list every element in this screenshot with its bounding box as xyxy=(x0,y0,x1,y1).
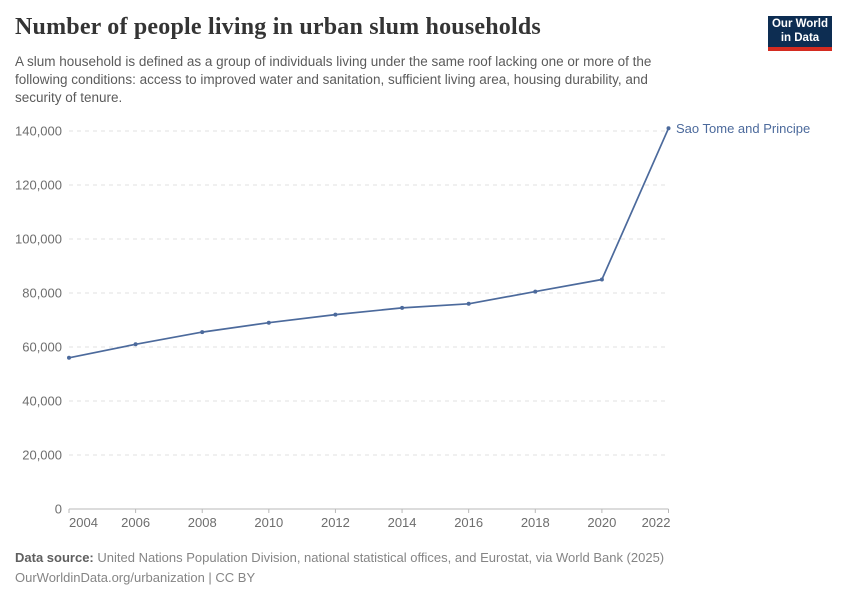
svg-text:2012: 2012 xyxy=(321,515,350,530)
svg-text:2020: 2020 xyxy=(587,515,616,530)
data-source-label: Data source: xyxy=(15,550,94,565)
svg-text:2022: 2022 xyxy=(642,515,671,530)
svg-text:2018: 2018 xyxy=(521,515,550,530)
svg-text:2004: 2004 xyxy=(69,515,98,530)
x-axis: 2004 2006 2008 2010 2012 2014 2016 2018 2020 2022 xyxy=(68,509,671,530)
data-source-line: Data source: United Nations Population D… xyxy=(15,548,664,568)
svg-text:80,000: 80,000 xyxy=(22,286,62,301)
license-line: OurWorldinData.org/urbanization | CC BY xyxy=(15,570,256,585)
chart-subtitle: A slum household is defined as a group o… xyxy=(15,53,651,107)
subtitle-line: A slum household is defined as a group o… xyxy=(15,54,652,69)
logo-line-1: Our World xyxy=(771,18,828,30)
logo-line-2: in Data xyxy=(780,32,820,44)
svg-text:20,000: 20,000 xyxy=(22,448,62,463)
svg-text:Sao Tome and Principe: Sao Tome and Principe xyxy=(676,121,810,136)
svg-text:40,000: 40,000 xyxy=(22,394,62,409)
svg-text:2010: 2010 xyxy=(254,515,283,530)
svg-text:2008: 2008 xyxy=(188,515,217,530)
chart-footer: Data source: United Nations Population D… xyxy=(15,548,664,588)
svg-text:2006: 2006 xyxy=(121,515,150,530)
svg-text:2014: 2014 xyxy=(388,515,417,530)
owid-logo: Our World in Data xyxy=(768,16,832,51)
subtitle-line: security of tenure. xyxy=(15,90,123,105)
subtitle-line: following conditions: access to improved… xyxy=(15,72,648,87)
svg-text:100,000: 100,000 xyxy=(15,232,62,247)
data-source-text: United Nations Population Division, nati… xyxy=(97,550,665,565)
svg-text:120,000: 120,000 xyxy=(15,178,62,193)
svg-text:0: 0 xyxy=(55,502,62,517)
data-series: Sao Tome and Principe xyxy=(67,121,810,360)
line-chart: 0 20,000 40,000 60,000 80,000 100,000 120,000 1… xyxy=(15,121,810,530)
page-title: Number of people living in urban slum ho… xyxy=(15,14,541,40)
svg-text:60,000: 60,000 xyxy=(22,340,62,355)
svg-text:140,000: 140,000 xyxy=(15,124,62,139)
y-axis-gridlines: 0 20,000 40,000 60,000 80,000 100,000 120,000 1… xyxy=(15,124,669,517)
svg-text:2016: 2016 xyxy=(454,515,483,530)
